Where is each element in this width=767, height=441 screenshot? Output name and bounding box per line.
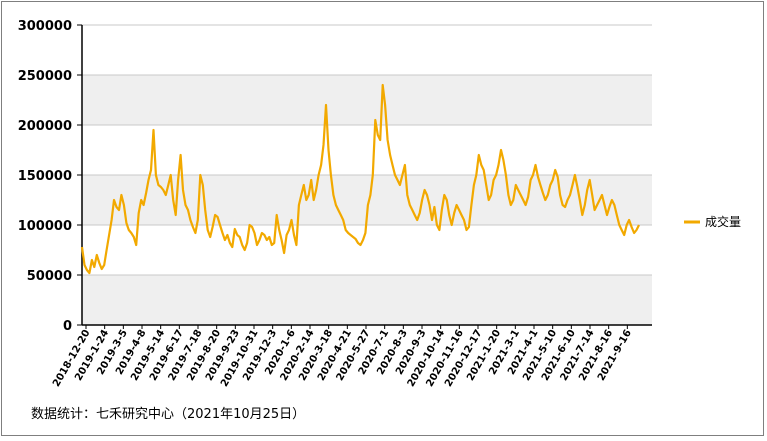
y-axis: 0 50000 100000 150000 200000 250000 300000 [18,19,83,334]
y-tick-label: 100000 [18,219,72,234]
legend: 成交量 [684,214,741,229]
series-layer [80,83,640,275]
grid-band [82,275,652,325]
y-tick-label: 200000 [18,119,72,134]
source-note: 数据统计：七禾研究中心（2021年10月25日） [31,407,305,422]
y-tick-label: 250000 [18,69,72,84]
x-axis: 2018-12-202019-1-242019-3-52019-4-82019-… [51,324,652,389]
legend-label-volume: 成交量 [705,214,741,229]
y-tick-label: 0 [63,319,72,334]
y-tick-label: 50000 [27,269,72,284]
y-tick-label: 150000 [18,169,72,184]
grid-band [82,75,652,125]
y-tick-label: 300000 [18,19,72,34]
series-line-volume [80,83,640,275]
